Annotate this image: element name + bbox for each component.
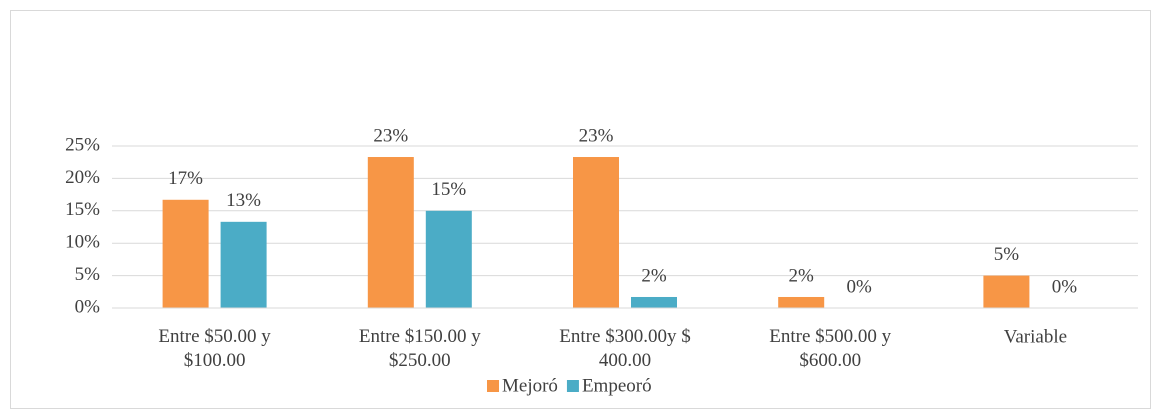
data-label: 23%	[373, 125, 408, 146]
legend-swatch	[566, 380, 579, 392]
x-tick-label: Entre $150.00 y $250.00	[359, 326, 481, 371]
x-tick-label: Entre $500.00 y $600.00	[769, 326, 891, 371]
data-label: 5%	[994, 244, 1020, 265]
bar	[573, 157, 619, 308]
data-label: 2%	[641, 265, 667, 286]
data-label: 0%	[1052, 276, 1078, 297]
bar	[778, 296, 825, 308]
y-tick-label: 15%	[65, 199, 100, 220]
y-tick-label: 25%	[65, 134, 100, 155]
x-tick-label: Variable	[1004, 326, 1067, 347]
y-tick-label: 5%	[75, 264, 101, 285]
data-label: 0%	[847, 276, 873, 297]
legend-label: Mejoró	[502, 375, 558, 396]
legend-swatch	[487, 380, 499, 392]
bar	[425, 210, 472, 308]
bar	[367, 157, 414, 308]
bar	[631, 296, 677, 308]
x-tick-label: Entre $300.00y $400.00	[559, 326, 690, 371]
bar	[983, 275, 1030, 308]
data-label: 17%	[168, 168, 203, 189]
y-tick-label: 0%	[75, 296, 101, 317]
data-label: 13%	[226, 190, 261, 211]
data-label: 23%	[579, 125, 614, 146]
bar	[162, 199, 209, 308]
data-label: 2%	[789, 265, 815, 286]
data-label: 15%	[431, 179, 466, 200]
legend-label: Empeoró	[582, 375, 652, 396]
x-tick-label: Entre $50.00 y $100.00	[158, 326, 271, 371]
y-tick-label: 10%	[65, 232, 100, 253]
y-tick-label: 20%	[65, 167, 100, 188]
bar	[220, 221, 267, 308]
